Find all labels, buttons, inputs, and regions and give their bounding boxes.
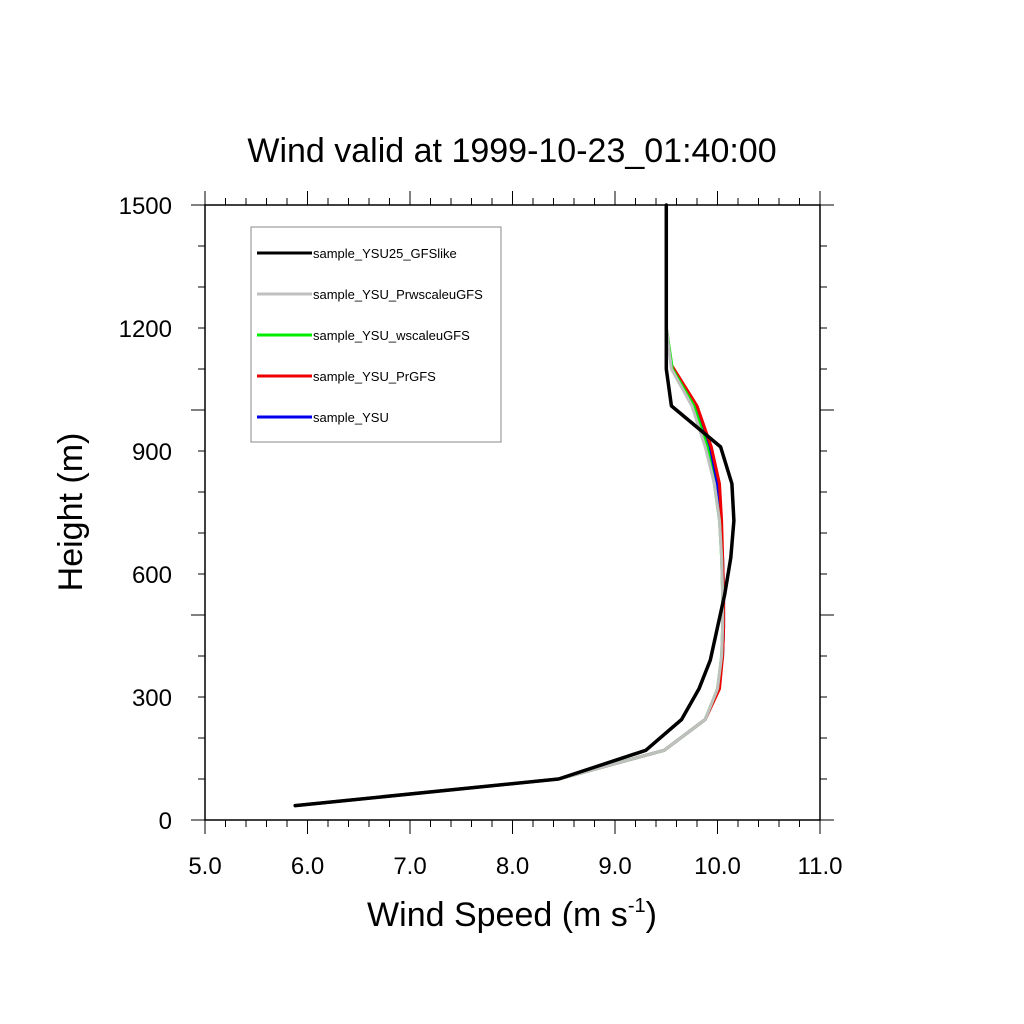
x-tick-label: 7.0 <box>393 853 426 880</box>
legend-label: sample_YSU <box>313 410 389 425</box>
legend-label: sample_YSU25_GFSlike <box>313 246 457 261</box>
x-tick-label: 6.0 <box>291 853 324 880</box>
x-tick-label: 8.0 <box>496 853 529 880</box>
x-axis-label: Wind Speed (m s-1) <box>367 895 657 934</box>
series-line-sample_YSU_PrwscaleuGFS <box>293 203 725 808</box>
y-tick-label: 900 <box>132 439 172 466</box>
legend-label: sample_YSU_PrGFS <box>313 369 436 384</box>
chart-title: Wind valid at 1999-10-23_01:40:00 <box>247 132 776 170</box>
y-tick-label: 300 <box>132 685 172 712</box>
x-axis-label-superscript: -1 <box>628 895 646 917</box>
series-line-sample_YSU25_GFSlike <box>293 203 736 808</box>
x-tick-label: 5.0 <box>188 853 221 880</box>
x-tick-labels: 5.0 6.0 7.0 8.0 9.0 10.0 11.0 <box>188 853 842 880</box>
y-tick-label: 1200 <box>119 316 172 343</box>
y-axis-label: Height (m) <box>52 433 90 592</box>
x-tick-label: 11.0 <box>798 853 843 880</box>
y-tick-label: 600 <box>132 562 172 589</box>
x-axis-label-close: ) <box>646 896 657 934</box>
y-tick-labels: 0 300 600 900 1200 1500 <box>119 193 172 835</box>
x-axis-label-main: Wind Speed (m s <box>367 896 628 934</box>
series-layer <box>293 203 736 808</box>
y-tick-label: 1500 <box>119 193 172 220</box>
x-tick-label: 9.0 <box>598 853 631 880</box>
legend: sample_YSU25_GFSlike sample_YSU_Prwscaleu… <box>250 226 502 443</box>
x-tick-label: 10.0 <box>694 853 741 880</box>
tick-layer <box>191 191 834 834</box>
y-tick-label: 0 <box>159 808 172 835</box>
legend-label: sample_YSU_PrwscaleuGFS <box>313 287 483 302</box>
legend-label: sample_YSU_wscaleuGFS <box>313 328 470 343</box>
